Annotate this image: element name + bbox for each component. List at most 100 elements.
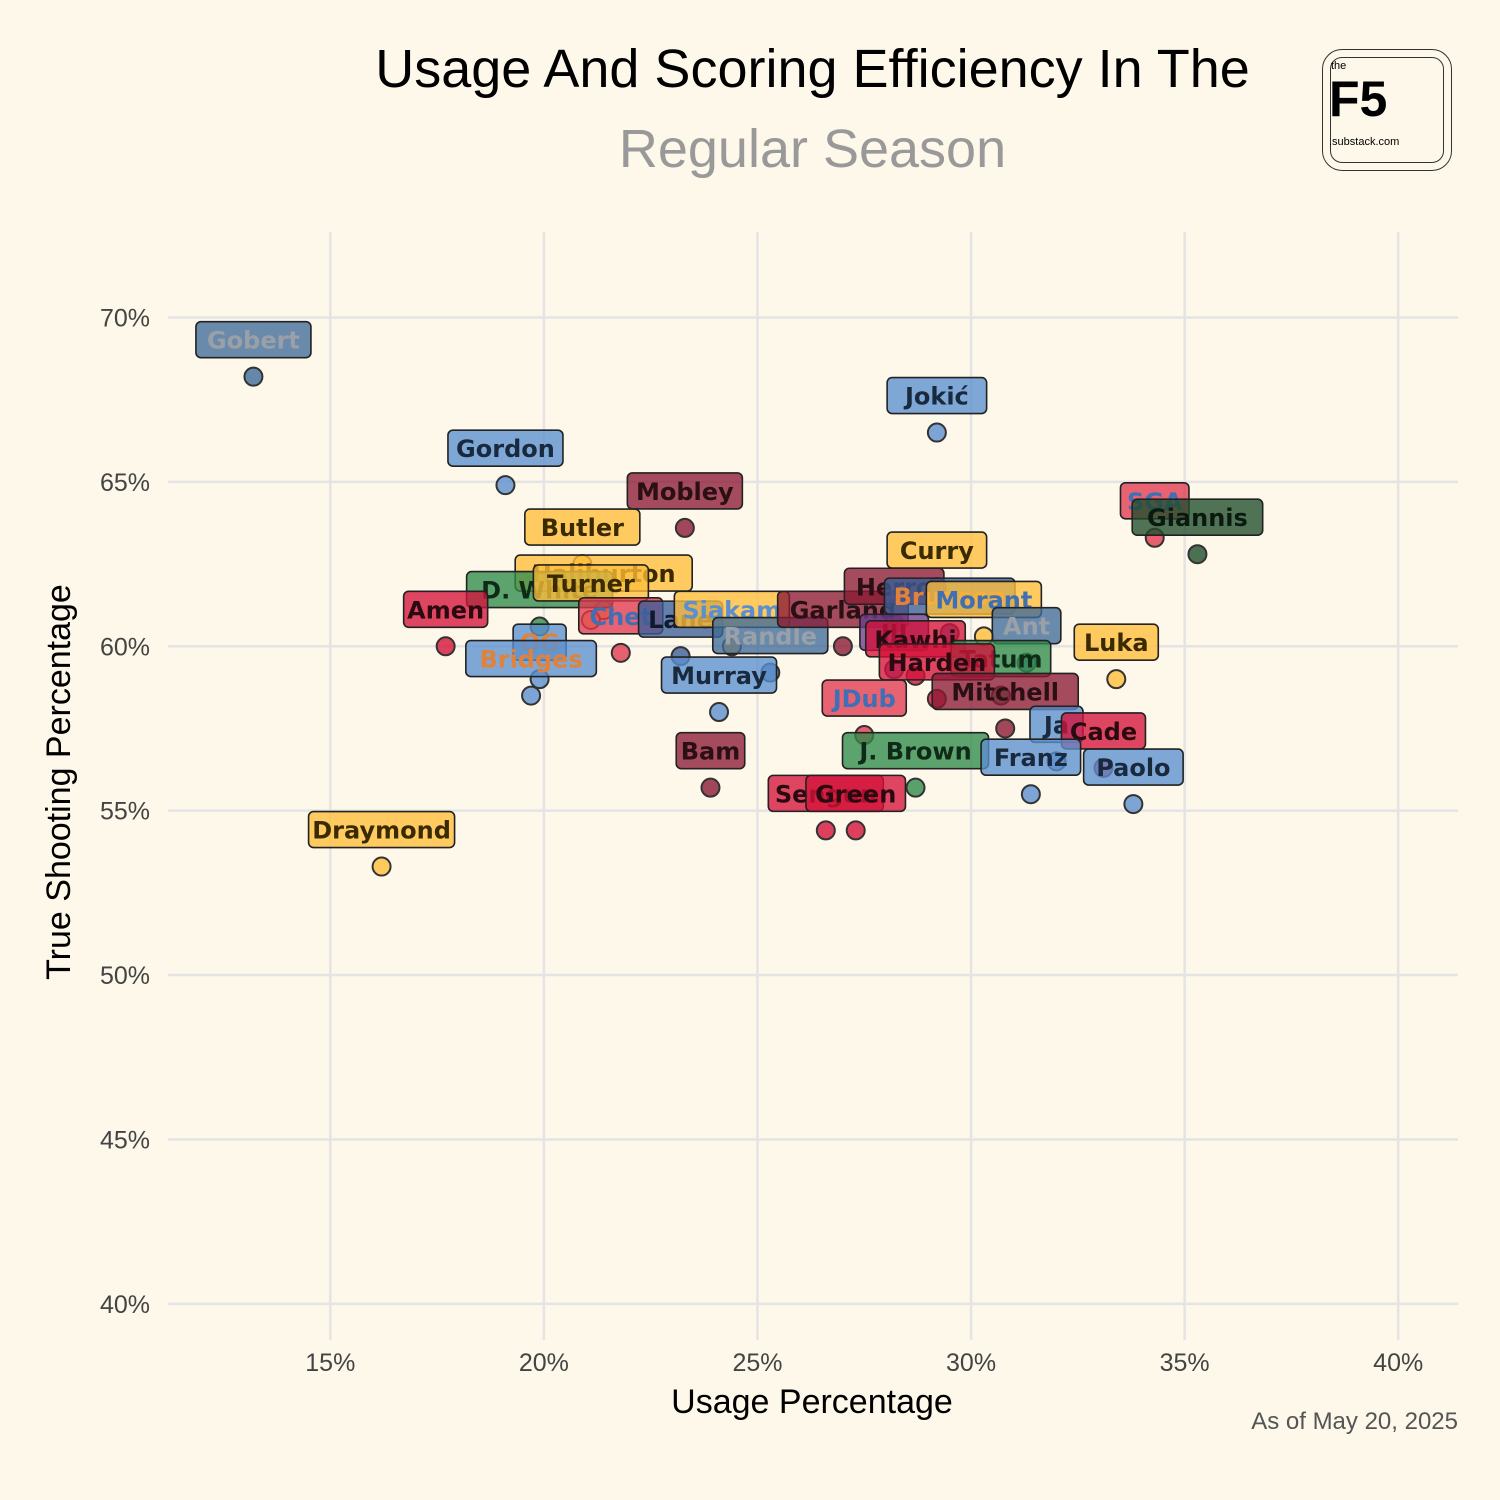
logo-mark: F5	[1329, 71, 1388, 127]
point-label-box	[1073, 623, 1160, 661]
data-point	[995, 718, 1016, 739]
point-label-box	[931, 672, 1080, 711]
point-label-text: Murray	[671, 662, 767, 690]
y-tick-label: 45%	[100, 1126, 150, 1154]
point-label: Harden	[878, 643, 996, 681]
point-label: Ant	[991, 606, 1062, 645]
point-label: Murray	[660, 656, 778, 694]
point-label-text: Cade	[1070, 718, 1137, 746]
point-label-text: Jokić	[903, 383, 969, 411]
point-label: Jokić	[886, 376, 988, 415]
point-label-text: Harden	[888, 649, 987, 677]
data-point	[1106, 669, 1127, 690]
point-label-text: Bridges	[479, 646, 582, 674]
point-label: Bridges	[465, 639, 598, 678]
point-label-text: Paolo	[1096, 754, 1170, 782]
point-label-box	[1082, 748, 1184, 786]
data-point	[610, 642, 631, 663]
point-label-box	[660, 656, 778, 694]
point-label: Bam	[675, 731, 746, 770]
point-label-text: Mobley	[636, 478, 734, 506]
point-label-box	[626, 472, 744, 510]
point-label: Franz	[980, 738, 1082, 777]
point-label-box	[402, 590, 489, 629]
point-label-text: Mitchell	[951, 678, 1059, 706]
point-label-box	[447, 429, 564, 467]
point-label: JDub	[821, 679, 908, 717]
point-label: Gobert	[195, 320, 312, 359]
logo-inner-frame	[1330, 57, 1444, 163]
point-label: Amen	[402, 590, 489, 629]
y-tick-label: 55%	[100, 798, 150, 826]
point-label-box	[805, 774, 907, 813]
point-label: Mobley	[626, 472, 744, 510]
point-label-text: Bam	[681, 738, 741, 766]
y-tick-label: 40%	[100, 1291, 150, 1319]
y-tick-label: 50%	[100, 962, 150, 990]
point-label: Gordon	[447, 429, 564, 467]
data-point	[926, 422, 947, 443]
y-tick-label: 70%	[100, 304, 150, 332]
point-label-text: Ant	[1003, 613, 1050, 641]
data-point	[700, 777, 721, 798]
point-label-text: Green	[815, 780, 896, 808]
point-label: Turner	[532, 564, 650, 602]
point-label-box	[1131, 498, 1264, 537]
x-tick-label: 35%	[1160, 1349, 1210, 1377]
data-point	[832, 636, 853, 657]
chart-subtitle: Regular Season	[618, 119, 1007, 179]
point-label-box	[307, 810, 456, 849]
point-label: Curry	[886, 531, 988, 569]
data-point	[435, 636, 456, 657]
point-label: J. Brown	[841, 731, 990, 770]
point-label: Giannis	[1131, 498, 1264, 537]
data-point	[243, 366, 264, 387]
point-label-text: JDub	[831, 685, 896, 713]
data-point	[1123, 794, 1144, 815]
logo-domain-text: .substack.com	[1329, 136, 1400, 148]
point-label-box	[195, 320, 312, 359]
data-point	[845, 820, 866, 841]
logo-the-text: the	[1331, 60, 1347, 72]
as-of-date: As of May 20, 2025	[1251, 1408, 1458, 1435]
axis-tick-labels: 15% 20% 25% 30% 35% 40% 40% 45% 50% 55% 60% 65% 70%	[100, 304, 1423, 1377]
point-label-text: Giannis	[1147, 504, 1248, 532]
point-label-text: Gordon	[456, 435, 555, 463]
x-tick-label: 20%	[519, 1349, 569, 1377]
data-point	[674, 517, 695, 538]
data-point	[815, 820, 836, 841]
point-label: Luka	[1073, 623, 1160, 661]
point-label-box	[524, 508, 641, 546]
point-label: Paolo	[1082, 748, 1184, 786]
data-point	[495, 475, 516, 496]
point-label-text: Butler	[541, 514, 624, 542]
point-label-box	[675, 731, 746, 770]
data-point	[709, 702, 730, 723]
point-label-box	[886, 376, 988, 415]
point-label-text: Luka	[1084, 629, 1149, 657]
y-axis-label: True Shooting Percentage	[40, 584, 78, 980]
chart-title: Usage And Scoring Efficiency In The	[375, 39, 1250, 99]
x-tick-label: 25%	[732, 1349, 782, 1377]
x-tick-label: 15%	[305, 1349, 355, 1377]
point-label-box	[980, 738, 1082, 777]
data-point	[521, 685, 542, 706]
x-axis-label: Usage Percentage	[671, 1383, 953, 1421]
point-label-text: Curry	[900, 537, 974, 565]
point-label-text: Draymond	[312, 817, 451, 845]
f5-logo: the F5 .substack.com	[1322, 49, 1452, 171]
point-label-text: Gobert	[207, 327, 300, 355]
point-label-text: Turner	[547, 570, 635, 598]
data-point	[905, 777, 926, 798]
point-label: Mitchell	[931, 672, 1080, 711]
x-tick-label: 40%	[1373, 1349, 1423, 1377]
point-label-text: J. Brown	[857, 738, 971, 766]
point-label: Green	[805, 774, 907, 813]
data-point	[1187, 544, 1208, 565]
y-tick-label: 60%	[100, 633, 150, 661]
data-point	[1020, 784, 1041, 805]
point-label: Cade	[1060, 712, 1147, 750]
point-labels: GobertGordonMobleyButlerHaliburtonD. Whi…	[195, 320, 1264, 849]
point-label: Butler	[524, 508, 641, 546]
